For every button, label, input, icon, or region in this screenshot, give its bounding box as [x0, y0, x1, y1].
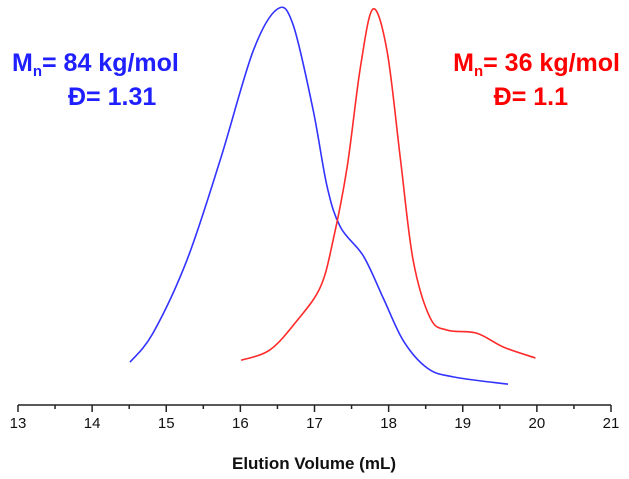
mn-symbol: M [12, 49, 33, 77]
annotation-blue-mn: Mn= 84 kg/mol [12, 48, 179, 80]
x-axis-title: Elution Volume (mL) [232, 454, 396, 473]
annotation-red-mn: Mn= 36 kg/mol [453, 48, 620, 80]
series-line-0 [129, 6, 509, 385]
x-tick-label: 19 [454, 415, 471, 432]
x-tick-label: 21 [603, 415, 620, 432]
mn-value: = 84 kg/mol [42, 49, 179, 77]
x-tick-label: 15 [158, 415, 175, 432]
x-tick-label: 17 [306, 415, 323, 432]
annotation-red: Mn= 36 kg/mol Đ= 1.1 [453, 48, 620, 112]
annotation-blue-dispersity: Đ= 1.31 [68, 83, 157, 111]
x-tick-label: 20 [529, 415, 546, 432]
x-tick-label: 13 [10, 415, 27, 432]
mn-symbol: M [453, 49, 474, 77]
mn-value: = 36 kg/mol [483, 49, 620, 77]
x-axis: 13 14 15 16 17 18 19 20 21 [10, 404, 620, 432]
annotation-red-dispersity: Đ= 1.1 [493, 83, 568, 111]
mn-subscript: n [473, 63, 484, 80]
series-line-1 [240, 8, 536, 362]
x-tick-label: 14 [84, 415, 101, 432]
x-tick-label: 16 [232, 415, 249, 432]
x-tick-label: 18 [380, 415, 397, 432]
curves [129, 6, 536, 385]
annotation-blue: Mn= 84 kg/mol Đ= 1.31 [12, 48, 179, 112]
mn-subscript: n [32, 63, 42, 80]
